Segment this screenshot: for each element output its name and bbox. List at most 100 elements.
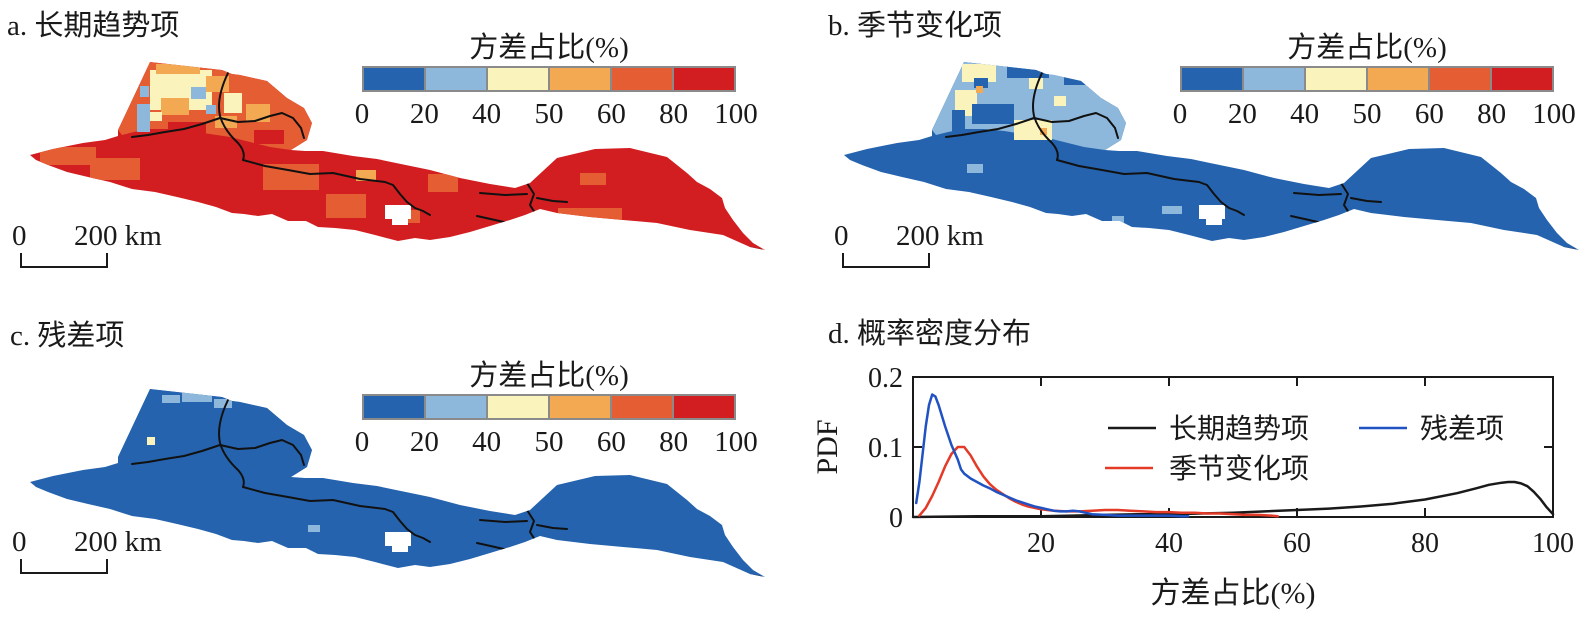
panel-d-title: d. 概率密度分布 xyxy=(828,318,1032,350)
map-patch xyxy=(356,170,376,181)
colorbar-segment xyxy=(1492,68,1552,90)
map-patch xyxy=(140,86,149,97)
map-patch xyxy=(1064,72,1092,85)
river-line xyxy=(526,182,538,217)
river-line xyxy=(945,117,1035,138)
river-line xyxy=(479,519,528,523)
colorbar-tick-label: 40 xyxy=(1290,98,1320,130)
colorbar-title: 方差占比(%) xyxy=(469,360,629,392)
y-tick-label: 0.2 xyxy=(868,363,903,394)
x-tick-label: 20 xyxy=(1027,528,1055,559)
colorbar-tick-label: 80 xyxy=(1477,98,1507,130)
colorbar-tick-label: 50 xyxy=(534,98,564,130)
river-line xyxy=(219,112,305,139)
map-patch xyxy=(308,525,320,532)
colorbar-segment xyxy=(1182,68,1244,90)
map-patch xyxy=(137,104,150,132)
scalebar-bracket xyxy=(20,253,108,268)
map-patch xyxy=(224,93,242,113)
map-patch xyxy=(972,104,1014,124)
map-residual xyxy=(30,389,765,577)
map-lobe xyxy=(118,389,312,477)
river-line xyxy=(1350,197,1382,203)
river-line xyxy=(131,444,221,465)
scalebar-zero: 0 xyxy=(834,220,849,252)
map-hole xyxy=(392,216,408,225)
x-tick-label: 80 xyxy=(1411,528,1439,559)
river-line xyxy=(526,509,538,544)
river-line xyxy=(131,117,221,138)
colorbar-segment xyxy=(364,396,426,418)
colorbar-title: 方差占比(%) xyxy=(1287,32,1447,64)
scalebar-zero: 0 xyxy=(12,220,27,252)
colorbar-tick-label: 60 xyxy=(596,98,626,130)
colorbar-segment xyxy=(550,396,612,418)
map-patch xyxy=(90,158,140,180)
colorbar-tick-label: 0 xyxy=(354,426,370,458)
map-patch xyxy=(428,174,458,192)
colorbar-tick-label: 50 xyxy=(534,426,564,458)
curve-residual xyxy=(914,393,1190,518)
scalebar-distance: 200 km xyxy=(896,220,984,252)
colorbar-tick-label: 80 xyxy=(659,426,689,458)
colorbar-segment xyxy=(612,396,674,418)
river-line xyxy=(1033,112,1119,139)
map-patch xyxy=(254,130,284,144)
colorbar-tick-label: 40 xyxy=(472,98,502,130)
x-tick-label: 40 xyxy=(1155,528,1183,559)
x-tick-label: 100 xyxy=(1532,528,1574,559)
y-tick-label: 0 xyxy=(889,503,903,534)
map-trend xyxy=(30,62,765,250)
map-patch xyxy=(962,64,996,82)
map-patch xyxy=(1040,128,1047,135)
colorbar-tick-label: 100 xyxy=(1532,98,1576,130)
x-axis-label: 方差占比(%) xyxy=(1151,577,1316,610)
scalebar-bracket xyxy=(20,559,108,574)
scalebar-distance: 200 km xyxy=(74,526,162,558)
colorbar-segment xyxy=(1244,68,1306,90)
map-patch xyxy=(156,64,200,74)
colorbar-bar xyxy=(1180,66,1554,92)
river-line xyxy=(479,192,528,196)
legend-label: 残差项 xyxy=(1420,413,1504,445)
panel-a-title: a. 长期趋势项 xyxy=(7,10,180,42)
map-patch xyxy=(955,90,977,116)
colorbar-segment xyxy=(1430,68,1492,90)
map-patch xyxy=(150,112,162,121)
map-patch xyxy=(580,173,606,185)
map-patch xyxy=(558,208,622,220)
scalebar-zero: 0 xyxy=(12,526,27,558)
colorbar-tick-label: 80 xyxy=(659,98,689,130)
colorbar-tick-label: 60 xyxy=(1414,98,1444,130)
map-patch xyxy=(952,110,965,132)
river-line xyxy=(536,197,568,203)
map-patch xyxy=(967,164,983,173)
map-patch xyxy=(1112,216,1124,223)
map-patch xyxy=(147,437,155,445)
map-patch xyxy=(162,395,180,403)
map-patch xyxy=(214,399,232,408)
colorbar-segment xyxy=(364,68,426,90)
scalebar-a: 0 200 km xyxy=(12,220,202,270)
river-line xyxy=(1056,159,1245,216)
map-patch xyxy=(206,105,216,114)
colorbar-segment xyxy=(1368,68,1430,90)
colorbar-segment xyxy=(550,68,612,90)
colorbar-tick-label: 20 xyxy=(409,98,439,130)
panel-c-title: c. 残差项 xyxy=(10,320,125,352)
river-line xyxy=(1032,72,1059,161)
map-hole xyxy=(1199,205,1225,219)
scalebar-distance: 200 km xyxy=(74,220,162,252)
colorbar-bar xyxy=(362,66,736,92)
plot-frame xyxy=(912,376,1554,518)
map-patch xyxy=(1162,206,1182,214)
river-line xyxy=(242,159,431,216)
colorbar-title: 方差占比(%) xyxy=(469,32,629,64)
map-patch xyxy=(1046,64,1062,74)
colorbar-tick-label: 20 xyxy=(1227,98,1257,130)
legend-label: 长期趋势项 xyxy=(1169,413,1309,445)
pdf-chart: 20 40 60 80 100 0 0.1 0.2 方差占比(%) PDF 长期趋势项 残差项季节变化… xyxy=(811,363,1574,610)
colorbar-tick-label: 60 xyxy=(596,426,626,458)
map-patch xyxy=(191,87,206,99)
